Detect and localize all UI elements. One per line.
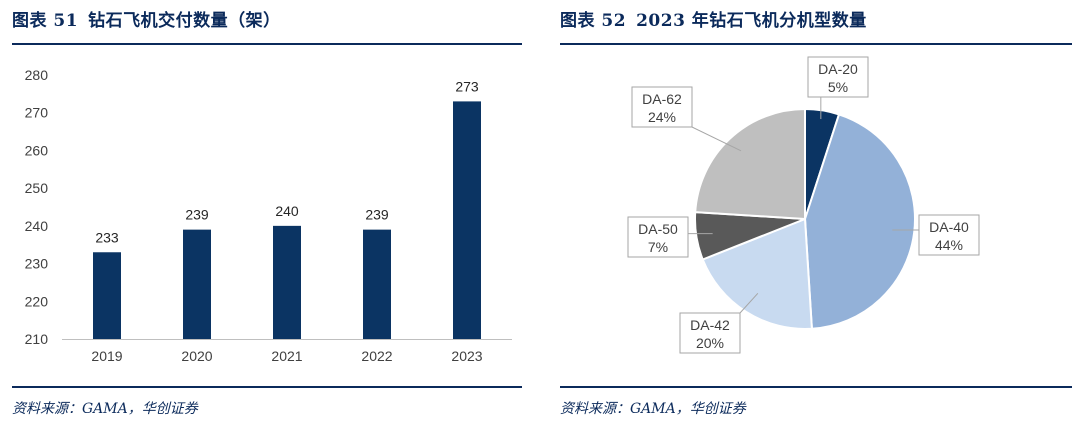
slice-pct-da-50: 7% [648, 239, 668, 255]
bar-chart-bottom-rule [12, 386, 522, 388]
slice-name-da-50: DA-50 [638, 221, 678, 237]
label-box-da-20 [807, 56, 869, 98]
data-label-2019: 233 [95, 229, 119, 245]
bar-2019 [93, 252, 121, 339]
slice-pct-da-62: 24% [648, 109, 676, 125]
slice-pct-da-42: 20% [696, 335, 724, 351]
data-label-2020: 239 [185, 207, 209, 223]
pie-slice-da-62 [694, 107, 806, 221]
bar-chart-source: 资料来源：GAMA，华创证券 [12, 401, 198, 417]
x-tick-label-2020: 2020 [181, 348, 212, 364]
label-box-da-42 [679, 312, 741, 354]
pie-chart-source: 资料来源：GAMA，华创证券 [560, 401, 746, 417]
y-tick-label: 280 [25, 67, 49, 83]
bar-2021 [273, 225, 301, 339]
pie-chart-fig-label: 图表 52 [560, 11, 627, 31]
bar-chart: 210 220 230 240 250 260 270 280 233 2019 239 2020 24… [25, 67, 512, 364]
data-label-2022: 239 [365, 207, 389, 223]
pie-chart-panel: 图表 52 2023 年钻石飞机分机型数量 DA-20 5% DA-40 44% DA-4… [548, 0, 1080, 431]
bar-chart-title: 图表 51 钻石飞机交付数量（架） [12, 6, 281, 31]
y-tick-label: 220 [25, 293, 49, 309]
slice-pct-da-40: 44% [935, 237, 963, 253]
x-tick-label-2021: 2021 [271, 348, 302, 364]
y-tick-label: 250 [25, 180, 49, 196]
label-box-da-62 [631, 86, 693, 128]
leader-line-da-42 [739, 292, 759, 314]
pie-chart-title-text: 2023 年钻石飞机分机型数量 [636, 11, 867, 31]
bar-chart-title-text: 钻石飞机交付数量（架） [88, 11, 281, 31]
pie-chart: DA-20 5% DA-40 44% DA-42 20% DA-50 7% DA-62 24% [627, 56, 980, 354]
y-tick-label: 240 [25, 218, 49, 234]
bar-chart-panel: 图表 51 钻石飞机交付数量（架） 210 220 230 240 250 260 270 28… [0, 0, 530, 431]
x-tick-label-2023: 2023 [451, 348, 482, 364]
data-label-2021: 240 [275, 203, 299, 219]
slice-pct-da-20: 5% [828, 79, 848, 95]
pie-slice-da-40 [803, 113, 916, 330]
y-tick-label: 210 [25, 331, 49, 347]
bar-2023 [453, 101, 481, 340]
pie-slice-da-42 [701, 217, 813, 330]
x-tick-label-2022: 2022 [361, 348, 392, 364]
slice-name-da-42: DA-42 [690, 317, 730, 333]
bar-2022 [363, 229, 391, 339]
data-label-2023: 273 [455, 78, 479, 94]
leader-line-da-62 [691, 126, 742, 152]
label-box-da-40 [918, 214, 980, 256]
x-tick-label-2019: 2019 [91, 348, 122, 364]
y-tick-label: 230 [25, 256, 49, 272]
bar-chart-top-rule [12, 43, 522, 45]
y-tick-label: 260 [25, 142, 49, 158]
bar-2020 [183, 229, 211, 339]
label-box-da-50 [627, 216, 689, 258]
slice-name-da-40: DA-40 [929, 219, 969, 235]
pie-chart-top-rule [560, 43, 1072, 45]
slice-name-da-20: DA-20 [818, 61, 858, 77]
pie-chart-title: 图表 52 2023 年钻石飞机分机型数量 [560, 6, 867, 31]
y-tick-label: 270 [25, 105, 49, 121]
slice-name-da-62: DA-62 [642, 91, 682, 107]
pie-chart-bottom-rule [560, 386, 1072, 388]
bar-chart-fig-label: 图表 51 [12, 11, 79, 31]
